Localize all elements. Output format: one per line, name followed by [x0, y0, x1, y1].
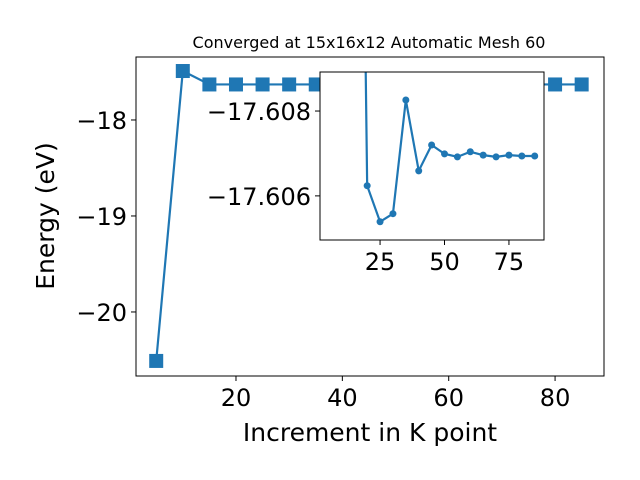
axes-frame: [319, 71, 545, 241]
marker: [228, 77, 243, 92]
marker: [255, 77, 270, 92]
y-tick-label: −17.606: [207, 183, 311, 211]
x-tick-label: 75: [494, 248, 525, 276]
marker: [389, 210, 397, 218]
x-tick-label: 20: [221, 384, 252, 412]
y-tick-label: −19: [76, 203, 127, 231]
marker: [441, 150, 449, 158]
x-tick-label: 40: [327, 384, 358, 412]
marker: [282, 77, 297, 92]
marker: [518, 152, 526, 160]
marker: [175, 64, 190, 79]
marker: [466, 148, 474, 156]
x-tick-label: 60: [433, 384, 464, 412]
marker: [574, 77, 589, 92]
y-axis-label: Energy (eV): [31, 142, 60, 289]
marker: [531, 152, 539, 160]
y-tick-label: −18: [76, 107, 127, 135]
marker: [363, 182, 371, 190]
x-axis-label: Increment in K point: [243, 418, 497, 447]
y-tick-label: −20: [76, 299, 127, 327]
x-tick-label: 50: [429, 248, 460, 276]
x-tick-label: 80: [540, 384, 571, 412]
marker: [149, 353, 164, 368]
marker: [376, 218, 384, 226]
plot-group: [363, 72, 539, 226]
axes-frame: [135, 56, 605, 377]
marker: [308, 77, 323, 92]
y-tick-label: −17.608: [207, 98, 311, 126]
marker: [202, 77, 217, 92]
chart-title: Converged at 15x16x12 Automatic Mesh 60: [193, 33, 546, 52]
marker: [479, 151, 487, 159]
x-tick-label: 25: [365, 248, 396, 276]
marker: [505, 151, 513, 159]
marker: [492, 153, 500, 161]
marker: [453, 153, 461, 161]
marker: [428, 141, 436, 149]
marker: [402, 96, 410, 104]
marker: [415, 167, 423, 175]
marker: [548, 77, 563, 92]
